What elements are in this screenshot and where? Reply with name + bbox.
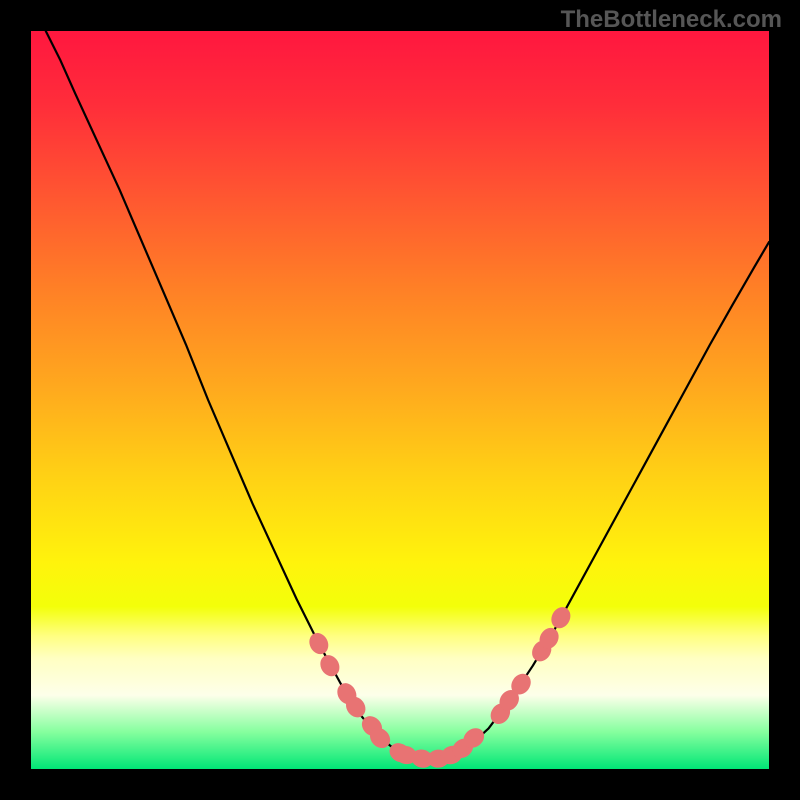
watermark-text: TheBottleneck.com (561, 6, 782, 34)
chart-svg (0, 0, 800, 800)
chart-container: { "canvas": { "width": 800, "height": 80… (0, 0, 800, 800)
plot-background (31, 31, 769, 769)
